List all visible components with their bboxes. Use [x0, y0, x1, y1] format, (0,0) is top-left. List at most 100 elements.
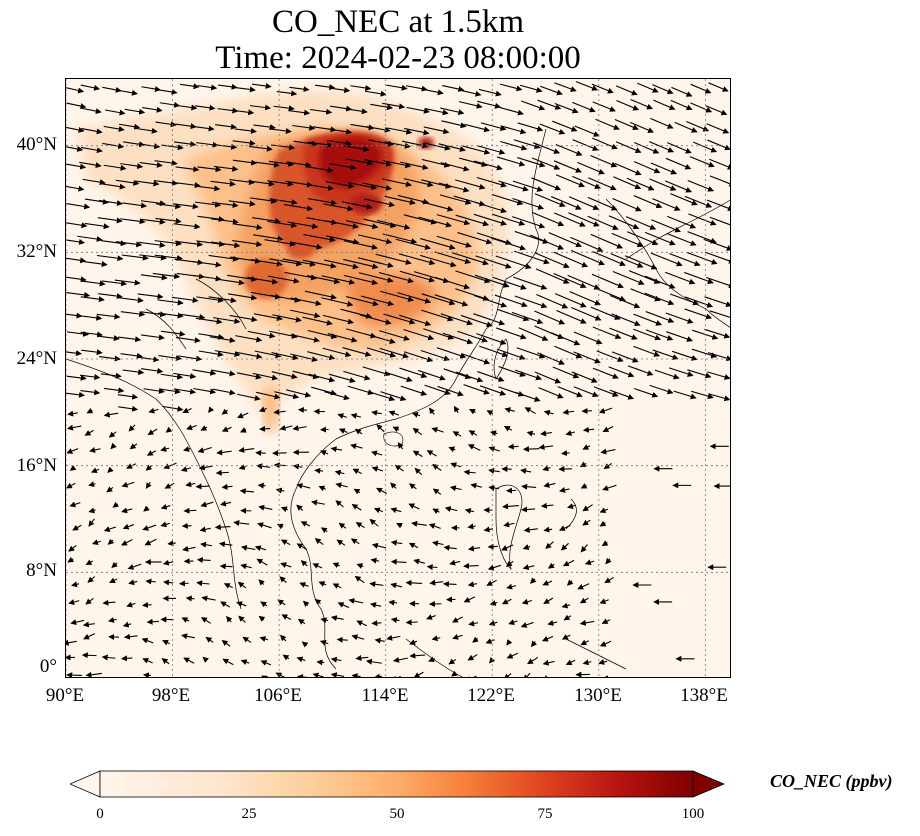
wind-arrow	[409, 639, 418, 645]
wind-arrow	[534, 193, 566, 207]
wind-arrow	[347, 182, 378, 191]
wind-arrow	[608, 366, 635, 378]
wind-arrow	[205, 636, 214, 643]
colorbar-over-triangle	[692, 770, 725, 798]
wind-arrow	[154, 254, 183, 261]
wind-arrow	[66, 163, 87, 170]
wind-arrow	[505, 560, 514, 568]
wind-arrow	[258, 504, 273, 511]
wind-arrow	[668, 367, 694, 377]
wind-arrow	[431, 427, 444, 433]
wind-arrow	[152, 272, 181, 280]
wind-arrow	[196, 240, 226, 247]
wind-arrow	[66, 126, 85, 133]
wind-arrow	[185, 595, 195, 602]
wind-arrow	[163, 462, 177, 470]
wind-arrow	[221, 639, 231, 647]
wind-arrow	[411, 411, 421, 418]
wind-arrow	[203, 676, 211, 677]
wind-arrow	[100, 240, 127, 247]
wind-arrow	[236, 351, 263, 360]
wind-arrow	[468, 620, 479, 627]
wind-arrow	[644, 292, 675, 306]
wind-arrow	[80, 296, 105, 303]
wind-arrow	[382, 102, 406, 110]
wind-arrow	[307, 351, 336, 361]
wind-arrow	[506, 652, 519, 659]
wind-arrow	[80, 389, 101, 396]
wind-arrow	[486, 579, 497, 586]
wind-arrow	[139, 218, 166, 225]
wind-arrow	[436, 214, 471, 226]
wind-arrow	[709, 310, 730, 321]
wind-arrow	[582, 426, 595, 433]
wind-arrow	[181, 633, 195, 640]
wind-arrow	[634, 388, 659, 398]
wind-arrow	[645, 329, 674, 341]
wind-arrow	[80, 331, 104, 338]
wind-arrow	[630, 98, 653, 110]
wind-arrow	[356, 620, 368, 627]
wind-arrow	[183, 507, 197, 514]
wind-arrow	[531, 157, 561, 170]
wind-arrow	[154, 159, 178, 166]
wind-arrow	[420, 238, 456, 250]
colorbar-tick-50: 50	[389, 806, 405, 822]
wind-arrow	[540, 430, 552, 437]
wind-arrow	[114, 279, 141, 286]
wind-arrow	[370, 602, 382, 608]
wind-arrow	[102, 86, 122, 93]
wind-arrow	[358, 234, 393, 245]
wind-arrow	[703, 238, 730, 251]
wind-arrow	[335, 482, 348, 489]
wind-arrow	[577, 161, 605, 175]
wind-arrow	[343, 145, 370, 153]
wind-arrow	[163, 579, 174, 586]
wind-arrow	[455, 214, 490, 227]
wind-arrow	[404, 127, 430, 136]
wind-arrow	[296, 543, 308, 551]
wind-arrow	[302, 316, 333, 326]
wind-arrow	[517, 122, 544, 132]
wind-arrow	[81, 349, 103, 356]
wind-arrow	[103, 411, 119, 418]
wind-arrow	[247, 276, 279, 285]
wind-arrow	[614, 118, 639, 131]
wind-arrow	[293, 140, 318, 147]
wind-arrow	[516, 347, 546, 359]
wind-arrow	[592, 326, 622, 340]
wind-arrow	[240, 563, 252, 570]
wind-arrow	[280, 634, 287, 642]
wind-arrow	[534, 371, 562, 384]
wind-arrow	[142, 658, 153, 664]
wind-arrow	[173, 388, 197, 395]
wind-arrow	[332, 583, 342, 589]
wind-arrow	[532, 142, 561, 154]
wind-arrow	[66, 448, 79, 454]
wind-arrow	[348, 598, 364, 604]
wind-arrow	[390, 539, 403, 546]
wind-arrow	[670, 193, 698, 206]
wind-arrow	[534, 310, 566, 325]
wind-arrow	[596, 350, 624, 363]
wind-arrow	[118, 297, 144, 304]
wind-arrow	[599, 520, 607, 527]
wind-arrow	[496, 327, 527, 340]
wind-arrow	[280, 539, 291, 546]
wind-arrow	[390, 617, 400, 624]
wind-arrow	[392, 426, 400, 433]
wind-arrow	[383, 313, 416, 325]
wind-arrow	[346, 158, 374, 166]
wind-arrow	[535, 268, 570, 284]
wind-arrow	[527, 656, 539, 665]
wind-arrow	[370, 557, 380, 564]
wind-arrow	[460, 314, 493, 328]
wind-arrow	[580, 639, 590, 646]
wind-arrow	[126, 601, 136, 608]
wind-arrow	[519, 84, 543, 93]
wind-arrow	[690, 102, 713, 113]
wind-arrow	[592, 137, 618, 150]
wind-arrow	[530, 577, 537, 584]
wind-arrow	[227, 274, 258, 282]
wind-arrow	[140, 200, 166, 207]
